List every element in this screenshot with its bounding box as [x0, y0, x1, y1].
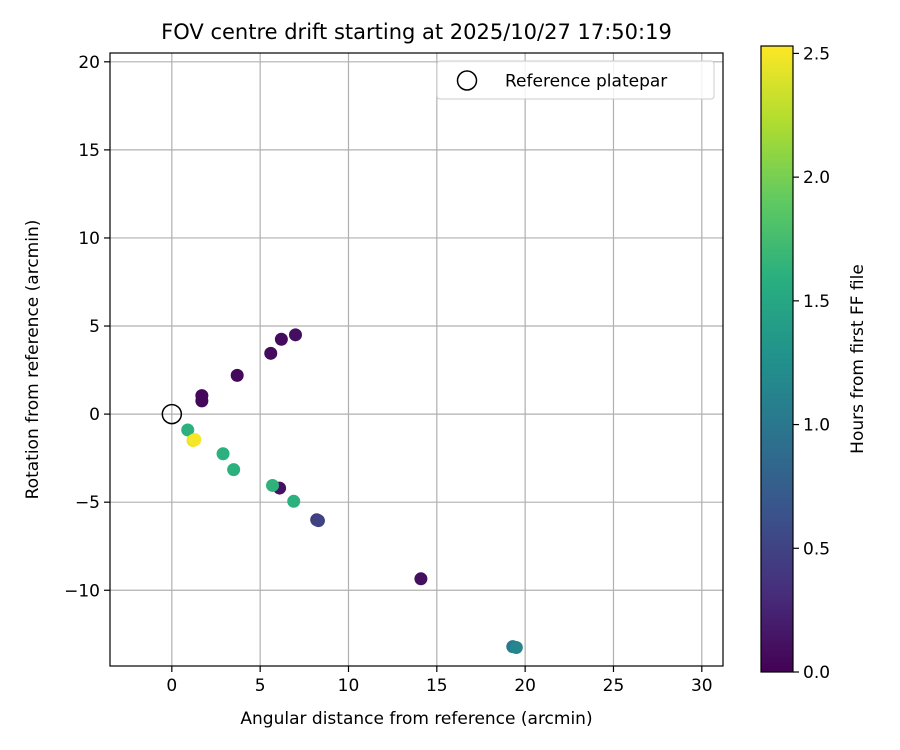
- x-axis-ticks: 0 5 10 15 20 25 30: [166, 666, 713, 696]
- colorbar: 0.0 0.5 1.0 1.5 2.0 2.5 Hours from first FF f…: [760, 44, 868, 683]
- colorbar-label: Hours from first FF file: [848, 264, 868, 454]
- y-tick-label: 10: [78, 229, 100, 249]
- x-tick-label: 30: [691, 676, 713, 696]
- legend: Reference platepar: [436, 60, 715, 100]
- x-tick-label: 5: [255, 676, 266, 696]
- data-point: [266, 478, 280, 492]
- data-point: [264, 346, 278, 360]
- data-point: [188, 433, 202, 447]
- data-point: [414, 572, 428, 586]
- colorbar-tick-label: 1.0: [803, 416, 830, 436]
- data-point: [230, 368, 244, 382]
- y-axis-ticks: −10 −5 0 5 10 15 20: [64, 53, 110, 601]
- y-tick-label: 20: [78, 53, 100, 73]
- data-point: [288, 328, 302, 342]
- y-tick-label: −5: [75, 493, 100, 513]
- colorbar-tick-label: 1.5: [803, 292, 830, 312]
- legend-box: [436, 60, 715, 100]
- y-tick-label: 5: [89, 317, 100, 337]
- data-point: [311, 514, 325, 528]
- scatter-points: [181, 328, 523, 655]
- colorbar-gradient: [761, 46, 793, 672]
- axes-frame: [109, 52, 724, 667]
- data-point: [274, 332, 288, 346]
- y-tick-label: 0: [89, 405, 100, 425]
- x-tick-label: 0: [166, 676, 177, 696]
- plot-area: [110, 53, 723, 666]
- y-axis-label: Rotation from reference (arcmin): [23, 220, 43, 500]
- y-gridlines: [110, 61, 723, 591]
- reference-point-marker: [161, 403, 183, 425]
- data-point: [181, 423, 195, 437]
- chart-title: FOV centre drift starting at 2025/10/27 …: [161, 20, 672, 44]
- colorbar-tick-label: 2.5: [803, 44, 830, 64]
- data-point: [195, 394, 209, 408]
- x-gridlines: [171, 53, 703, 666]
- colorbar-ticks: 0.0 0.5 1.0 1.5 2.0 2.5: [793, 44, 830, 683]
- legend-reference-marker: [456, 70, 478, 91]
- data-point: [216, 447, 230, 461]
- data-point: [227, 463, 241, 477]
- colorbar-tick-label: 0.5: [803, 539, 830, 559]
- y-tick-label: −10: [64, 581, 100, 601]
- legend-entry-reference: Reference platepar: [505, 72, 667, 92]
- colorbar-frame: [760, 45, 794, 673]
- x-axis-label: Angular distance from reference (arcmin): [240, 709, 592, 729]
- data-point: [509, 641, 523, 655]
- x-tick-label: 15: [426, 676, 448, 696]
- y-tick-label: 15: [78, 141, 100, 161]
- x-tick-label: 25: [603, 676, 625, 696]
- x-tick-label: 10: [338, 676, 360, 696]
- x-tick-label: 20: [514, 676, 536, 696]
- colorbar-tick-label: 2.0: [803, 168, 830, 188]
- colorbar-tick-label: 0.0: [803, 663, 830, 683]
- data-point: [287, 494, 301, 508]
